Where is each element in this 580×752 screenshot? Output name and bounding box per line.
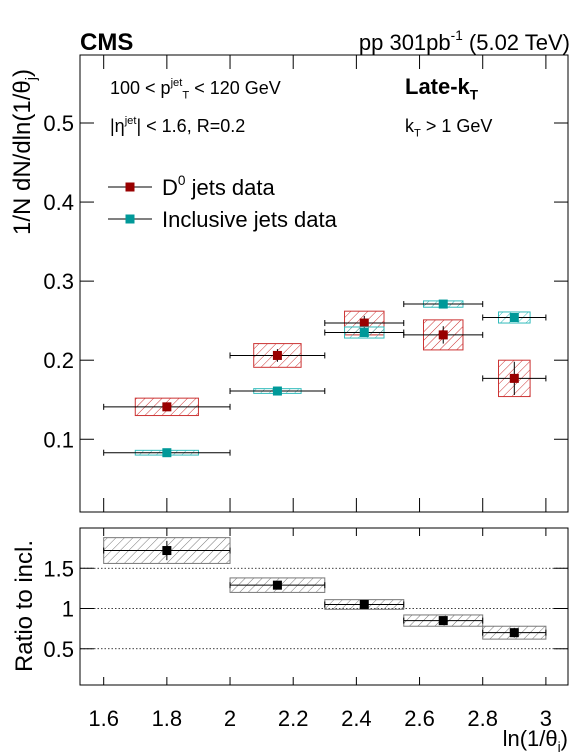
data-point xyxy=(162,546,172,556)
data-point xyxy=(359,318,369,328)
chart-subtitle: pp 301pb-1 (5.02 TeV) xyxy=(359,28,570,55)
text-part: Inclusive jets data xyxy=(162,207,338,232)
legend-marker xyxy=(125,182,135,192)
text-part: T xyxy=(470,88,479,103)
y-tick-label: 0.5 xyxy=(43,637,74,662)
data-point xyxy=(359,599,369,609)
text-part: jets data xyxy=(185,175,275,200)
x-tick-label: 2.6 xyxy=(404,706,435,731)
y-tick-label: 0.2 xyxy=(43,348,74,373)
text-part: -1 xyxy=(451,28,463,43)
x-axis-label: ln(1/θj) xyxy=(503,726,568,752)
chart-title: CMS xyxy=(80,29,133,56)
data-point xyxy=(509,312,519,322)
text-part: ) xyxy=(561,726,568,751)
text-part: Ratio to incl. xyxy=(11,540,38,672)
x-tick-label: 3 xyxy=(540,706,552,731)
data-point xyxy=(509,628,519,638)
text-part: 100 < p xyxy=(110,78,171,98)
text-part: pp 301 xyxy=(359,30,426,55)
text-part: jet xyxy=(124,115,138,127)
y-tick-label: 1 xyxy=(62,597,74,622)
data-point xyxy=(359,328,369,338)
x-tick-label: 2.4 xyxy=(341,706,372,731)
data-point xyxy=(509,373,519,383)
data-point xyxy=(272,350,282,360)
text-part: | < 1.6, R=0.2 xyxy=(136,116,245,136)
text-part: T xyxy=(414,128,421,140)
data-point xyxy=(272,386,282,396)
text-part: jet xyxy=(170,77,184,89)
annotation: 100 < pjetT < 120 GeV xyxy=(110,77,281,102)
y-tick-label: 1.5 xyxy=(43,556,74,581)
text-part: T xyxy=(182,90,189,102)
x-tick-label: 2.8 xyxy=(467,706,498,731)
plot-frame xyxy=(79,527,569,686)
y-tick-label: 0.4 xyxy=(43,190,74,215)
y-axis-label: Ratio to incl. xyxy=(11,540,38,672)
data-point xyxy=(272,580,282,590)
y-axis-label: 1/N dN/dln(1/θj) xyxy=(9,69,40,235)
text-part: j xyxy=(24,77,40,81)
text-part: D xyxy=(162,175,178,200)
text-part: |η xyxy=(110,116,125,136)
y-tick-label: 0.5 xyxy=(43,111,74,136)
annotation: |ηjet| < 1.6, R=0.2 xyxy=(110,115,245,136)
x-tick-label: 2.2 xyxy=(278,706,309,731)
text-part: k xyxy=(405,116,415,136)
text-part: ) xyxy=(9,69,36,77)
text-part: j xyxy=(557,740,561,752)
x-tick-label: 1.8 xyxy=(152,706,183,731)
text-part: > 1 GeV xyxy=(421,116,493,136)
annotation: kT > 1 GeV xyxy=(405,116,492,140)
y-tick-label: 0.3 xyxy=(43,269,74,294)
data-point xyxy=(162,402,172,412)
legend-marker xyxy=(125,214,135,224)
text-part: < 120 GeV xyxy=(189,78,281,98)
data-point xyxy=(438,616,448,626)
plot-frame xyxy=(79,54,569,513)
data-point xyxy=(162,448,172,458)
y-tick-label: 0.1 xyxy=(43,427,74,452)
annotation: Late-kT xyxy=(405,74,479,103)
x-tick-label: 1.6 xyxy=(88,706,119,731)
text-part: Late-k xyxy=(405,74,471,99)
text-part: pb xyxy=(426,30,450,55)
text-part: 0 xyxy=(178,173,186,188)
text-part: 1/N dN/dln(1/θ xyxy=(9,80,36,235)
data-point xyxy=(438,330,448,340)
legend-label: D0 jets data xyxy=(162,173,276,200)
text-part: ln(1/θ xyxy=(503,726,558,751)
text-part: (5.02 TeV) xyxy=(463,30,570,55)
x-tick-label: 2 xyxy=(224,706,236,731)
legend-label: Inclusive jets data xyxy=(162,207,338,232)
data-point xyxy=(438,299,448,309)
